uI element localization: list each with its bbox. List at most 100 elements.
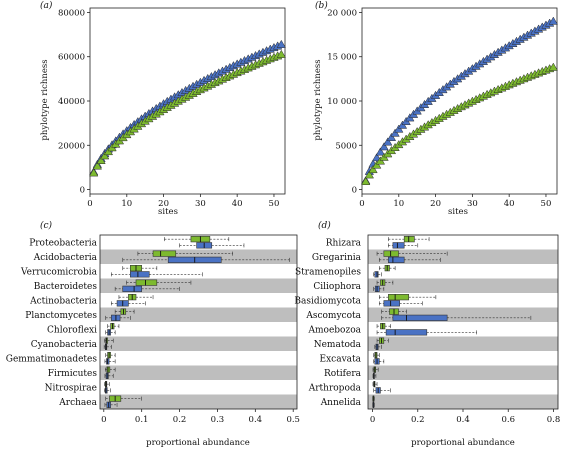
- curve-point-green: [89, 168, 99, 177]
- box-green: [152, 250, 177, 257]
- category-label: Rotifera: [324, 369, 362, 379]
- curve-point-blue: [548, 16, 558, 25]
- x-tick-label: 0: [370, 415, 375, 425]
- panel-label-c: (c): [40, 220, 53, 231]
- curve-point-blue: [383, 137, 393, 146]
- curve-point-green: [100, 151, 110, 160]
- x-tick-label: 0.4: [456, 415, 470, 425]
- curve-point-blue: [276, 39, 286, 48]
- row-band: [368, 249, 558, 264]
- category-label: Arthropoda: [308, 383, 362, 393]
- panel-d-plot: 0 0.2 0.4 0.6 0.8 Rhizara Gregarinia Stramenopi…: [294, 234, 561, 425]
- x-tick-label: 0.5: [286, 415, 300, 425]
- category-label: Proteobacteria: [29, 238, 97, 248]
- plot-frame: [89, 7, 286, 195]
- x-tick-label: 0.4: [249, 415, 263, 425]
- row-band: [100, 307, 297, 322]
- category-label: Ascomycota: [305, 311, 361, 321]
- curve-point-green: [361, 176, 371, 185]
- category-label: Annelida: [320, 398, 362, 408]
- y-tick-label: 0: [80, 186, 85, 196]
- x-tick-label: 30: [195, 199, 206, 209]
- x-tick-label: 0.6: [501, 415, 515, 425]
- curve-point-green: [276, 49, 286, 58]
- x-tick-label: 10: [393, 199, 404, 209]
- row-band: [100, 365, 297, 380]
- plot-frame: [99, 234, 298, 410]
- curve-point-green: [372, 160, 382, 169]
- box-green: [135, 279, 158, 286]
- curve-point-green: [364, 170, 374, 179]
- category-label: Firmicutes: [48, 369, 98, 379]
- box-blue: [374, 271, 379, 278]
- curve-point-blue: [379, 142, 389, 151]
- curve-point-green: [548, 62, 558, 71]
- y-tick-label: 10 000: [327, 97, 357, 107]
- category-label: Basidiomycota: [294, 296, 361, 306]
- category-label: Actinobacteria: [29, 296, 98, 306]
- category-label: Gregarinia: [312, 253, 362, 263]
- category-label: Amoebozoa: [308, 325, 362, 335]
- x-tick-label: 20: [158, 199, 169, 209]
- category-label: Gemmatimonadetes: [6, 354, 98, 364]
- x-tick-label: 0.2: [173, 415, 187, 425]
- x-tick-label: 40: [504, 199, 515, 209]
- x-tick-label: 50: [541, 199, 552, 209]
- category-label: Nematoda: [314, 340, 362, 350]
- category-label: Stramenopiles: [295, 267, 361, 277]
- x-tick-label: 40: [232, 199, 243, 209]
- x-tick-label: 0.8: [547, 415, 561, 425]
- y-tick-label: 60000: [58, 53, 85, 63]
- x-tick-label: 50: [269, 199, 280, 209]
- y-tick-label: 80000: [58, 8, 85, 18]
- box-blue: [392, 314, 448, 321]
- box-blue: [392, 242, 405, 249]
- category-label: Ciliophora: [313, 282, 361, 292]
- panel-a-plot: 0 10 20 30 40 50 0 20000 40000 60000 80000: [58, 7, 286, 209]
- category-label: Planctomycetes: [25, 311, 97, 321]
- category-label: Archaea: [58, 398, 97, 408]
- category-label: Verrucomicrobia: [20, 267, 98, 277]
- box-blue: [385, 329, 428, 336]
- y-tick-label: 20 000: [327, 8, 357, 18]
- curve-point-green: [92, 161, 102, 170]
- curve-point-blue: [390, 128, 400, 137]
- panel-b-plot: 0 10 20 30 40 50 0 5000 10 000 15 000 20 000: [327, 7, 558, 209]
- category-label: Excavata: [320, 354, 362, 364]
- panel-a-ylabel: phylotype richness: [40, 59, 50, 140]
- x-tick-label: 0.2: [411, 415, 425, 425]
- panel-label-d: (d): [318, 220, 331, 231]
- curve-point-blue: [375, 147, 386, 156]
- panel-b-ylabel: phylotype richness: [313, 59, 323, 140]
- category-label: Bacteroidetes: [34, 282, 98, 292]
- category-label: Chloroflexi: [47, 325, 97, 335]
- x-tick-label: 20: [430, 199, 441, 209]
- y-tick-label: 15 000: [327, 53, 357, 63]
- x-tick-label: 30: [467, 199, 478, 209]
- category-label: Cyanobacteria: [31, 340, 98, 350]
- row-band: [100, 394, 297, 409]
- panel-c-plot: 0 0.1 0.2 0.3 0.4 0.5 Proteobacteria Acidobacte…: [6, 234, 300, 425]
- y-tick-label: 20000: [58, 141, 85, 151]
- box-blue: [388, 256, 405, 263]
- box-blue: [130, 271, 150, 278]
- panel-c-xlabel: proportional abundance: [146, 438, 250, 448]
- panel-label-b: (b): [315, 0, 328, 11]
- x-tick-label: 10: [121, 199, 132, 209]
- x-tick-label: 0: [359, 199, 364, 209]
- category-label: Nitrospirae: [45, 383, 97, 393]
- panel-d-xlabel: proportional abundance: [411, 438, 515, 448]
- x-tick-label: 0.3: [211, 415, 225, 425]
- category-label: Acidobacteria: [33, 253, 98, 263]
- box-blue: [383, 300, 400, 307]
- box-green: [403, 236, 415, 243]
- x-tick-label: 0.1: [135, 415, 149, 425]
- y-tick-label: 5000: [335, 141, 357, 151]
- box-green: [388, 294, 410, 301]
- curve-point-green: [368, 164, 378, 174]
- panel-b-xlabel: sites: [448, 207, 468, 217]
- row-band: [368, 365, 558, 380]
- x-tick-label: 0: [87, 199, 92, 209]
- curve-point-green: [96, 155, 106, 164]
